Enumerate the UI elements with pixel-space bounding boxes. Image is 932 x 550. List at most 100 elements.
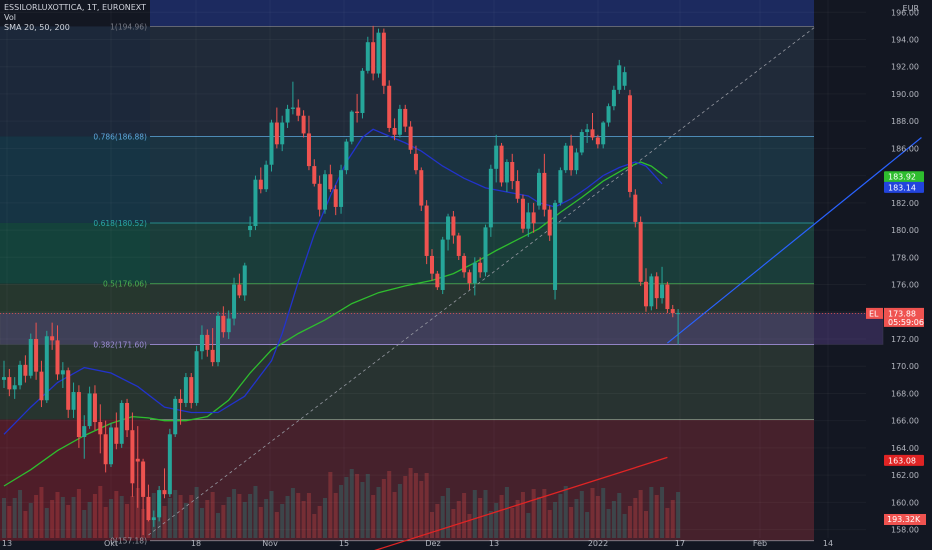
candle-body xyxy=(387,85,392,128)
price-tick-label: 170.00 xyxy=(891,362,919,371)
fib-retracement[interactable] xyxy=(0,0,814,542)
volume-bar xyxy=(526,513,531,538)
time-axis[interactable]: 13 Okt 18 Nov 15 Dez 13 2022 17 Feb 14 xyxy=(2,539,833,548)
volume-bar xyxy=(7,506,12,538)
fib-label-0.618: 0.618(180.52) xyxy=(93,219,147,228)
sma-20-line xyxy=(3,128,663,435)
volume-indicator-label[interactable]: Vol xyxy=(4,13,16,22)
candle-body xyxy=(242,265,247,296)
volume-bar xyxy=(606,509,611,538)
symbol-badge[interactable]: EL xyxy=(869,309,879,318)
volume-bar xyxy=(87,502,92,538)
candle-body xyxy=(499,145,504,183)
candle-body xyxy=(162,490,167,495)
volume-bar xyxy=(633,498,638,538)
candle-body xyxy=(183,377,188,403)
candle-body xyxy=(676,313,681,315)
candle-body xyxy=(103,434,108,465)
volume-bar xyxy=(173,490,178,538)
volume-bar xyxy=(392,492,397,538)
candle-body xyxy=(654,276,659,299)
volume-bar xyxy=(253,486,258,538)
candles xyxy=(2,25,681,536)
candle-body xyxy=(451,216,456,236)
volume-bar xyxy=(590,488,595,538)
drawing-lines[interactable] xyxy=(0,25,922,536)
volume-bar xyxy=(563,486,568,538)
candle-body xyxy=(333,189,338,207)
candle-body xyxy=(644,281,648,307)
candle-body xyxy=(344,141,349,171)
candle-body xyxy=(553,202,558,290)
volume-bar xyxy=(574,499,579,538)
volume-bar xyxy=(221,505,226,538)
sma-indicator-label[interactable]: SMA 20, 50, 200 xyxy=(4,23,70,32)
time-tick-label: 14 xyxy=(823,539,833,548)
candle-body xyxy=(60,370,65,375)
candle-body xyxy=(339,170,344,207)
candle-body xyxy=(483,227,488,273)
candle-body xyxy=(232,284,237,319)
candle-body xyxy=(456,235,461,256)
volume-bar xyxy=(264,499,269,538)
candle-body xyxy=(349,111,354,142)
symbol-title[interactable]: ESSILORLUXOTTICA, 1T, EURONEXT xyxy=(4,3,147,12)
candle-body xyxy=(595,137,600,145)
volume-bar xyxy=(312,514,317,538)
volume-bar xyxy=(403,476,408,538)
volume-bar xyxy=(371,495,376,538)
candle-body xyxy=(665,284,670,310)
candle-body xyxy=(670,309,675,314)
volume-bar xyxy=(76,489,81,538)
volume-bar xyxy=(387,471,392,538)
volume-bar xyxy=(232,489,237,538)
price-tick-label: 162.00 xyxy=(891,471,919,480)
price-axis[interactable]: 196.00194.00192.00190.00188.00186.00184.… xyxy=(866,4,926,535)
fib-zone-1 xyxy=(150,0,814,27)
volume-bar xyxy=(2,498,6,538)
volume-bar xyxy=(542,489,547,538)
projection-line[interactable] xyxy=(667,137,922,344)
candle-body xyxy=(627,95,632,192)
candle-body xyxy=(312,166,317,184)
volume-bar xyxy=(109,499,113,538)
volume-bar xyxy=(355,474,360,538)
sma-value-badge-2: 163.08 xyxy=(888,456,916,465)
candle-body xyxy=(403,108,408,127)
volume-bar xyxy=(205,500,210,538)
support-zone[interactable] xyxy=(0,312,884,345)
candle-body xyxy=(547,209,552,236)
candle-body xyxy=(92,393,97,423)
candle-body xyxy=(638,221,643,282)
dashed-trend-line[interactable] xyxy=(148,25,817,536)
support-zone-rect[interactable] xyxy=(0,312,884,345)
candle-body xyxy=(504,162,509,183)
volume-bar xyxy=(472,490,477,538)
candle-body xyxy=(258,179,263,190)
candle-body xyxy=(440,239,445,290)
volume-bar xyxy=(12,498,17,538)
candle-body xyxy=(151,517,156,521)
candle-body xyxy=(542,172,547,210)
volume-bar xyxy=(462,493,467,538)
candle-body xyxy=(76,392,81,438)
candle-body xyxy=(87,393,92,427)
price-tick-label: 168.00 xyxy=(891,389,919,398)
volume-bar xyxy=(520,492,525,538)
volume-badge-bg xyxy=(884,514,926,525)
candle-body xyxy=(199,334,204,352)
candle-body xyxy=(125,402,130,431)
volume-bar xyxy=(510,508,515,538)
candle-body xyxy=(167,434,172,495)
volume-bar xyxy=(194,487,199,538)
candle-body xyxy=(435,273,440,288)
volume-bar xyxy=(440,496,445,538)
candle-body xyxy=(590,129,595,138)
candle-body xyxy=(365,42,370,71)
candle-body xyxy=(285,108,290,123)
candle-body xyxy=(189,377,194,403)
candle-body xyxy=(569,145,574,171)
volume-bar xyxy=(71,497,76,538)
volume-bar xyxy=(360,482,365,538)
